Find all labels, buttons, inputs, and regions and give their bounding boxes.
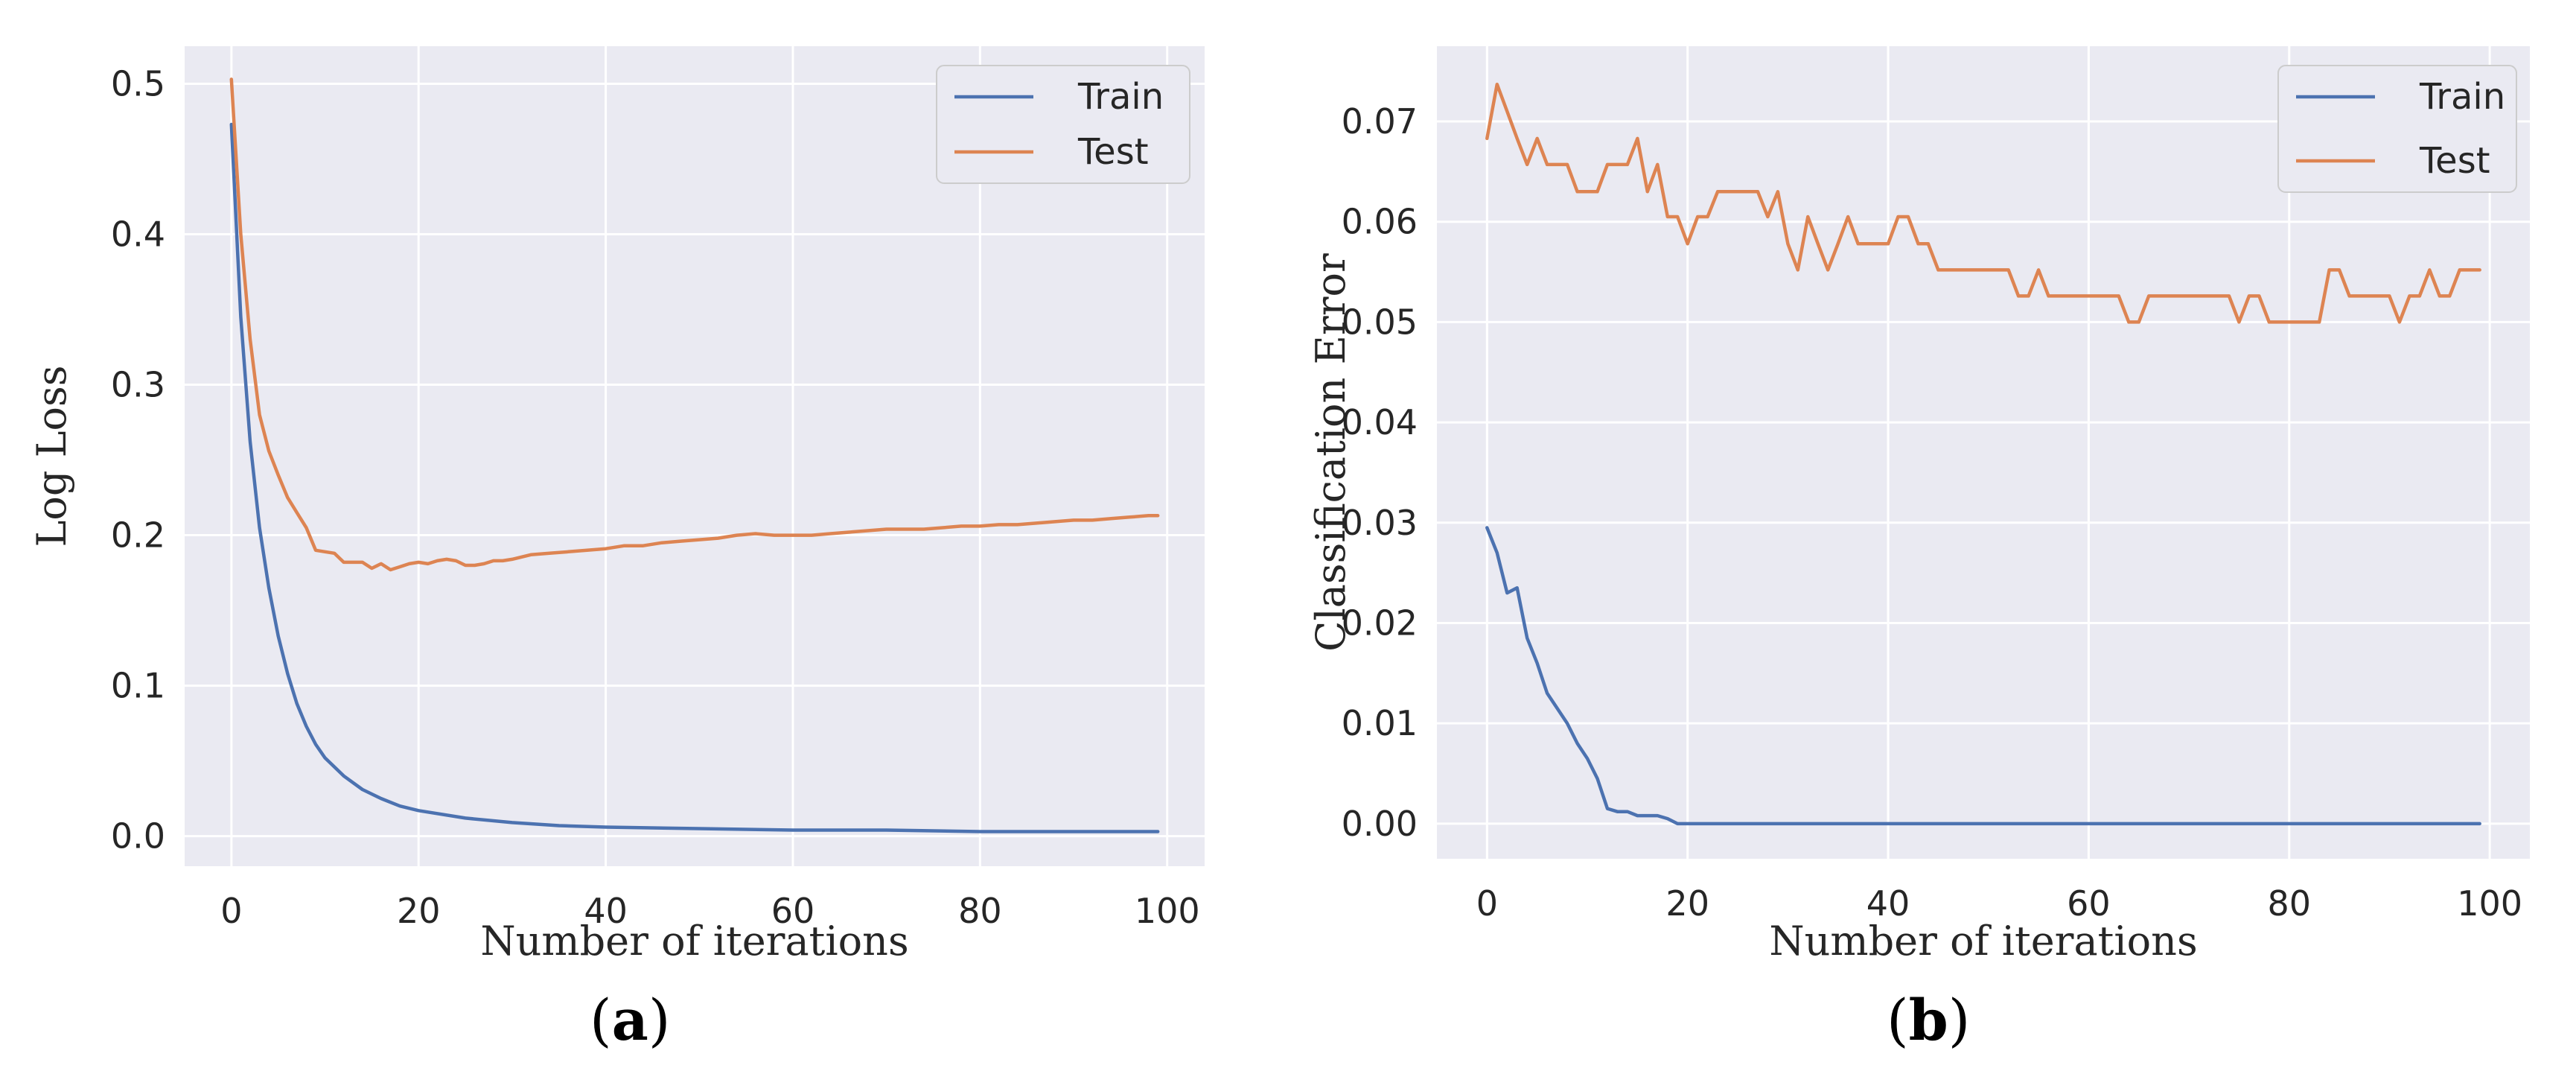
legend-label-train-a: Train bbox=[1077, 76, 1164, 118]
x-tick-label-b: 60 bbox=[2067, 883, 2111, 924]
legend-a: Train Test bbox=[936, 65, 1190, 184]
x-tick-label-b: 80 bbox=[2267, 883, 2311, 924]
x-tick-label-a: 20 bbox=[397, 891, 441, 931]
y-tick-label-b: 0.03 bbox=[1342, 503, 1418, 543]
y-tick-label-b: 0.02 bbox=[1342, 603, 1418, 643]
x-tick-label-a: 40 bbox=[584, 891, 628, 931]
y-tick-label-a: 0.0 bbox=[111, 816, 165, 857]
legend-box-a bbox=[936, 65, 1190, 184]
chart-b: 0.00 0.01 0.02 0.03 0.04 0.05 0.06 0.07 0 20 40 60 8… bbox=[1307, 46, 2530, 965]
x-tick-label-b: 100 bbox=[2457, 883, 2522, 924]
y-tick-label-a: 0.4 bbox=[111, 215, 165, 255]
legend-label-test-a: Test bbox=[1077, 131, 1149, 173]
x-tick-label-a: 60 bbox=[771, 891, 815, 931]
y-tick-label-b: 0.01 bbox=[1342, 703, 1418, 743]
y-tick-label-a: 0.1 bbox=[111, 666, 165, 706]
y-tick-label-a: 0.2 bbox=[111, 515, 165, 556]
series-line-test-b bbox=[1485, 82, 2481, 324]
y-axis-label-b: Classification Error bbox=[1307, 253, 1354, 652]
series-line-train-b bbox=[1485, 526, 2481, 826]
x-axis-label-a: Number of iterations bbox=[480, 918, 908, 965]
y-tick-label-a: 0.3 bbox=[111, 365, 165, 405]
legend-label-test-b: Test bbox=[2419, 140, 2490, 182]
x-tick-label-b: 20 bbox=[1665, 883, 1709, 924]
caption-b: (b) bbox=[1887, 987, 1971, 1053]
y-axis-label-a: Log Loss bbox=[28, 366, 75, 547]
chart-a: 0.0 0.1 0.2 0.3 0.4 0.5 0 20 40 60 80 100 Number of … bbox=[28, 46, 1205, 965]
series-line-train-a bbox=[229, 122, 1160, 833]
x-tick-label-b: 0 bbox=[1476, 883, 1498, 924]
x-tick-label-b: 40 bbox=[1866, 883, 1910, 924]
x-tick-label-a: 0 bbox=[220, 891, 242, 931]
y-tick-label-b: 0.04 bbox=[1342, 402, 1418, 442]
y-tick-label-b: 0.00 bbox=[1342, 804, 1418, 844]
y-tick-label-b: 0.05 bbox=[1342, 302, 1418, 342]
series-line-test-a bbox=[229, 77, 1160, 572]
legend-b: Train Test bbox=[2277, 65, 2517, 193]
caption-a: (a) bbox=[590, 987, 671, 1053]
y-tick-label-a: 0.5 bbox=[111, 64, 165, 104]
x-axis-label-b: Number of iterations bbox=[1769, 918, 2197, 965]
y-tick-label-b: 0.07 bbox=[1342, 101, 1418, 142]
y-tick-label-b: 0.06 bbox=[1342, 202, 1418, 242]
legend-label-train-b: Train bbox=[2419, 76, 2505, 118]
x-tick-label-a: 100 bbox=[1135, 891, 1200, 931]
x-tick-label-a: 80 bbox=[958, 891, 1002, 931]
